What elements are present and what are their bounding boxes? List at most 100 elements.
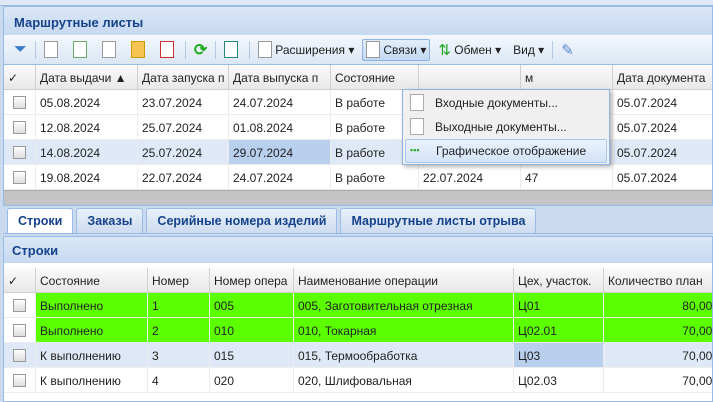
table-cell: 24.07.2024 — [229, 165, 331, 189]
row-checkbox-cell[interactable] — [4, 165, 36, 189]
table-cell: 70,000 — [604, 368, 712, 392]
hierarchy-icon: ▪▪▪ — [410, 145, 420, 155]
table-cell — [521, 115, 613, 139]
tab-tear-off-sheets[interactable]: Маршрутные листы отрыва — [340, 208, 537, 233]
row-checkbox-cell[interactable] — [4, 318, 36, 342]
column-header[interactable]: Цех, участок. — [514, 268, 604, 292]
table-cell: 25.07.2024 — [138, 140, 229, 164]
column-header[interactable]: Состояние — [331, 65, 419, 89]
table-cell: 1 — [148, 293, 210, 317]
column-header[interactable]: Номер опера — [210, 268, 294, 292]
table-cell: 24.07.2024 — [229, 90, 331, 114]
table-row[interactable]: 05.08.2024 23.07.2024 24.07.2024 В работе 05… — [4, 90, 712, 115]
tab-serial-numbers[interactable]: Серийные номера изделий — [146, 208, 338, 233]
table-row[interactable]: К выполнению 3 015 015, Термообработка Ц03 70… — [4, 343, 712, 368]
checkbox[interactable] — [13, 298, 26, 312]
horizontal-scrollbar[interactable] — [4, 190, 712, 205]
table-cell: 19.08.2024 — [36, 165, 138, 189]
table-cell: 23.07.2024 — [138, 90, 229, 114]
exchange-label: Обмен ▾ — [454, 42, 502, 57]
delete-button[interactable] — [156, 39, 181, 61]
column-header[interactable]: Дата запуска п — [138, 65, 229, 89]
table-cell: Ц02.03 — [514, 368, 604, 392]
table-cell: 29.07.2024 — [229, 140, 331, 164]
refresh-button[interactable]: ⟳ — [190, 39, 211, 61]
column-header[interactable]: Количество план — [604, 268, 712, 292]
table-cell: Выполнено — [36, 318, 148, 342]
settings-button[interactable]: ✎ — [557, 39, 578, 61]
table-cell: 020, Шлифовальная — [294, 368, 514, 392]
table-cell: 015 — [210, 343, 294, 367]
checkbox[interactable] — [13, 323, 26, 337]
top-strip — [0, 0, 713, 6]
column-header[interactable]: Дата документа — [613, 65, 712, 89]
column-header[interactable]: м — [521, 65, 613, 89]
menu-label: Входные документы... — [435, 96, 559, 110]
column-header[interactable]: ✓ — [4, 268, 36, 292]
column-header[interactable]: Номер — [148, 268, 210, 292]
table-cell: 005, Заготовительная отрезная — [294, 293, 514, 317]
table-cell: 005 — [210, 293, 294, 317]
table-row[interactable]: Выполнено 1 005 005, Заготовительная отрезн… — [4, 293, 712, 318]
column-header[interactable]: Наименование операции — [294, 268, 514, 292]
checkbox[interactable] — [13, 170, 26, 184]
table-cell: 01.08.2024 — [229, 115, 331, 139]
column-header[interactable]: Дата выпуска п — [229, 65, 331, 89]
table-cell: 4 — [148, 368, 210, 392]
row-checkbox-cell[interactable] — [4, 115, 36, 139]
column-header[interactable]: ✓ — [4, 65, 36, 89]
table-row[interactable]: 12.08.2024 25.07.2024 01.08.2024 В работе 05… — [4, 115, 712, 140]
table-cell: 05.07.2024 — [613, 140, 712, 164]
column-header[interactable]: Состояние — [36, 268, 148, 292]
menu-item-output-documents[interactable]: Выходные документы... — [403, 115, 609, 139]
extensions-button[interactable]: Расширения ▾ — [254, 39, 358, 61]
table-cell: К выполнению — [36, 343, 148, 367]
tab-lines[interactable]: Строки — [7, 208, 74, 233]
checkbox[interactable] — [13, 373, 26, 387]
row-checkbox-cell[interactable] — [4, 343, 36, 367]
column-header[interactable]: Дата выдачи ▲ — [36, 65, 138, 89]
document-add-icon — [72, 41, 87, 58]
menu-item-graphic-view[interactable]: ▪▪▪ Графическое отображение — [405, 139, 607, 163]
tab-orders[interactable]: Заказы — [76, 208, 144, 233]
lines-panel: Строки ✓ Состояние Номер Номер опера Наимено… — [3, 236, 713, 402]
menu-item-input-documents[interactable]: Входные документы... — [403, 91, 609, 115]
copy-icon — [101, 41, 116, 58]
table-cell — [521, 140, 613, 164]
open-button[interactable] — [127, 39, 152, 61]
copy-button[interactable] — [98, 39, 123, 61]
checkbox[interactable] — [13, 95, 26, 109]
links-button[interactable]: Связи ▾ — [362, 38, 431, 61]
grid-body: Выполнено 1 005 005, Заготовительная отрезн… — [4, 293, 712, 393]
excel-button[interactable] — [220, 39, 245, 61]
checkbox[interactable] — [13, 348, 26, 362]
checkbox[interactable] — [13, 145, 26, 159]
grid-header: ✓ Дата выдачи ▲ Дата запуска п Дата выпуска… — [4, 65, 712, 90]
checkbox[interactable] — [13, 120, 26, 134]
table-cell: 020 — [210, 368, 294, 392]
output-document-icon — [410, 118, 424, 135]
table-cell: Ц01 — [514, 293, 604, 317]
excel-icon — [224, 41, 239, 58]
panel-title: Маршрутные листы — [4, 7, 712, 35]
filter-button[interactable]: ⏷ — [10, 39, 31, 61]
table-cell: 05.07.2024 — [613, 165, 712, 189]
separator — [249, 40, 251, 59]
table-row[interactable]: К выполнению 4 020 020, Шлифовальная Ц02.03 7… — [4, 368, 712, 393]
table-row[interactable]: 19.08.2024 22.07.2024 24.07.2024 В работе 22… — [4, 165, 712, 190]
table-cell: 70,000 — [604, 318, 712, 342]
row-checkbox-cell[interactable] — [4, 368, 36, 392]
new-button[interactable] — [40, 39, 65, 61]
row-checkbox-cell[interactable] — [4, 90, 36, 114]
row-checkbox-cell[interactable] — [4, 293, 36, 317]
row-checkbox-cell[interactable] — [4, 140, 36, 164]
lines-panel-title: Строки — [4, 237, 712, 263]
view-button[interactable]: Вид ▾ — [509, 39, 548, 61]
exchange-button[interactable]: ⇅ Обмен ▾ — [434, 39, 505, 61]
column-header[interactable] — [419, 65, 521, 89]
exchange-icon: ⇅ — [438, 41, 451, 59]
links-label: Связи ▾ — [383, 42, 427, 57]
input-document-icon — [410, 94, 424, 111]
add-button[interactable] — [69, 39, 94, 61]
